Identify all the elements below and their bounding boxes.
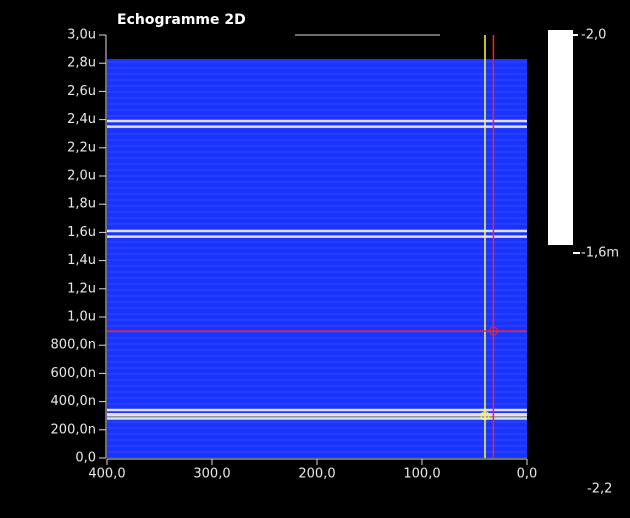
y-tick-label: 1,8u [67, 197, 96, 212]
y-tick-label: 2,4u [67, 112, 96, 127]
y-tick-label: 800,0n [51, 338, 96, 353]
x-tick-label: 0,0 [517, 467, 538, 482]
y-tick-label: 3,0u [67, 28, 96, 43]
chart-title: Echogramme 2D [117, 12, 246, 28]
y-tick-label: 400,0n [51, 394, 96, 409]
y-tick-label: 2,8u [67, 56, 96, 71]
y-tick-label: 2,0u [67, 169, 96, 184]
cursor-point [488, 326, 498, 336]
colorbar-label: -1,6m [581, 246, 619, 261]
cursor-point [480, 411, 490, 421]
y-tick-label: 2,2u [67, 140, 96, 155]
y-tick-label: 1,0u [67, 310, 96, 325]
y-tick-label: 1,6u [67, 225, 96, 240]
colorbar-label: -2,0 [581, 28, 606, 43]
x-tick-label: 200,0 [298, 467, 335, 482]
y-tick-label: 1,2u [67, 281, 96, 296]
colorbar [548, 30, 573, 245]
x-tick-label: 300,0 [193, 467, 230, 482]
y-tick-label: 1,4u [67, 253, 96, 268]
y-tick-label: 0,0 [75, 451, 96, 466]
texture [107, 58, 527, 458]
y-tick-label: 600,0n [51, 366, 96, 381]
colorbar-label: -2,2 [587, 482, 612, 497]
y-tick-label: 2,6u [67, 84, 96, 99]
y-tick-label: 200,0n [51, 422, 96, 437]
x-tick-label: 100,0 [403, 467, 440, 482]
x-tick-label: 400,0 [88, 467, 125, 482]
